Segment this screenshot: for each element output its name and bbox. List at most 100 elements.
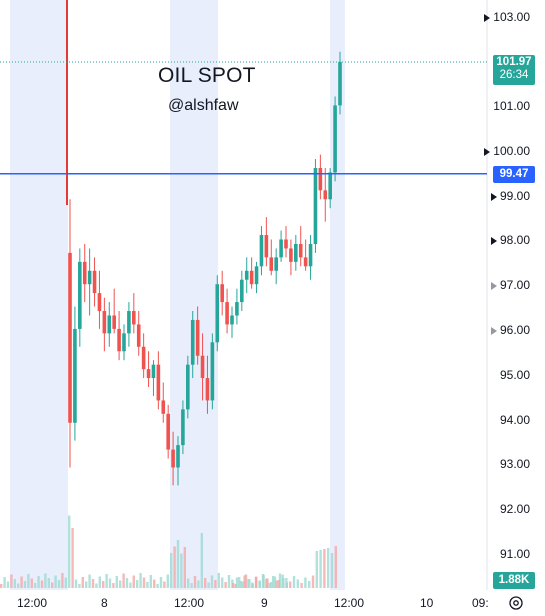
y-tick-98: 98.00: [490, 233, 530, 247]
volume-bar: [122, 573, 125, 588]
candle-body: [107, 315, 112, 334]
volume-bar: [125, 578, 129, 588]
volume-bar: [81, 577, 84, 588]
volume-bar: [311, 575, 315, 588]
volume-bar: [95, 583, 98, 588]
volume-bar: [153, 579, 156, 588]
volume-bar: [214, 580, 217, 588]
volume-bar: [27, 574, 30, 588]
volume-bar: [6, 581, 10, 588]
volume-bar: [13, 579, 16, 588]
volume-bar: [300, 583, 303, 588]
volume-bar: [207, 582, 210, 588]
volume-bar: [71, 528, 74, 588]
volume-bar: [149, 575, 152, 588]
volume-bar: [251, 582, 254, 588]
candle-body: [313, 167, 318, 244]
session-shade: [170, 0, 218, 590]
volume-bar: [315, 551, 318, 588]
volume-bar: [78, 584, 81, 588]
volume-bar: [285, 578, 288, 588]
volume-bar: [57, 580, 61, 588]
candle-body: [244, 270, 249, 280]
x-tick-label: 12:00: [174, 596, 205, 610]
volume-bar: [173, 546, 176, 588]
candle-body: [200, 355, 205, 379]
volume-bar: [40, 580, 44, 588]
volume-bar: [85, 581, 88, 588]
volume-bar: [30, 578, 33, 588]
candle-body: [176, 445, 180, 468]
volume-bar: [64, 577, 67, 588]
volume-bar: [319, 550, 322, 588]
volume-bar: [20, 576, 23, 588]
candle-body: [82, 261, 87, 285]
candle-body: [274, 257, 278, 271]
candle-body: [323, 190, 328, 200]
volume-bar: [239, 581, 242, 588]
candle-body: [205, 378, 210, 401]
candle-body: [102, 311, 107, 334]
volume-bar: [129, 582, 132, 588]
volume-bar: [132, 575, 135, 588]
y-tick-97: 97.00: [490, 278, 530, 292]
volume-bar: [323, 549, 326, 588]
candle-body: [338, 62, 342, 106]
watermark-handle: @alshfaw: [168, 97, 239, 114]
candle-body: [87, 270, 92, 285]
volume-bar: [224, 582, 227, 588]
volume-bar: [334, 546, 337, 588]
volume-bar: [227, 575, 231, 588]
candle-body: [190, 319, 195, 365]
volume-bar: [37, 576, 40, 588]
volume-bar: [98, 576, 101, 588]
volume-bar: [197, 580, 200, 588]
tick-arrow-icon: [490, 192, 497, 201]
session-shade: [10, 0, 68, 590]
candle-body: [333, 105, 337, 173]
volume-bar: [139, 573, 142, 588]
volume-bar: [183, 547, 186, 588]
candle-body: [127, 311, 131, 334]
volume-bar: [105, 574, 108, 588]
candle-body: [264, 235, 269, 258]
candle-body: [181, 409, 185, 446]
bar-countdown: 26:34: [499, 69, 529, 81]
y-tick-92: 92.00: [499, 502, 530, 516]
volume-bar: [232, 583, 235, 588]
volume-bar: [10, 574, 13, 588]
volume-bar: [221, 577, 224, 588]
volume-bar: [204, 578, 207, 588]
volume-bar: [23, 581, 27, 588]
volume-bar: [180, 553, 183, 588]
volume-bar: [68, 515, 71, 588]
candle-body: [225, 302, 229, 325]
x-tick-label: 09:: [472, 596, 489, 610]
candle-body: [161, 400, 166, 414]
volume-bar: [166, 574, 169, 588]
chart-settings-icon[interactable]: [508, 595, 524, 611]
candle-body: [78, 261, 82, 329]
candle-body: [303, 257, 308, 267]
volume-bar: [163, 581, 166, 588]
volume-bar: [273, 576, 277, 588]
tick-arrow-icon: [490, 236, 497, 245]
y-tick-93: 93.00: [499, 457, 530, 471]
volume-bar: [200, 533, 203, 588]
session-shade: [330, 0, 345, 590]
volume-bar: [187, 578, 190, 588]
volume-bar: [268, 583, 271, 588]
volume-bar: [241, 581, 244, 588]
volume-bar: [258, 580, 261, 588]
volume-bar: [34, 583, 37, 588]
volume-bar: [61, 573, 64, 588]
volume-bar: [44, 573, 47, 588]
volume-bar: [243, 575, 246, 588]
volume-bar: [0, 584, 3, 588]
x-tick-label: 10: [420, 596, 434, 610]
candle-body: [318, 167, 323, 191]
hline-price-badge: 99.47: [493, 166, 535, 183]
x-tick-label: 12:00: [17, 596, 48, 610]
